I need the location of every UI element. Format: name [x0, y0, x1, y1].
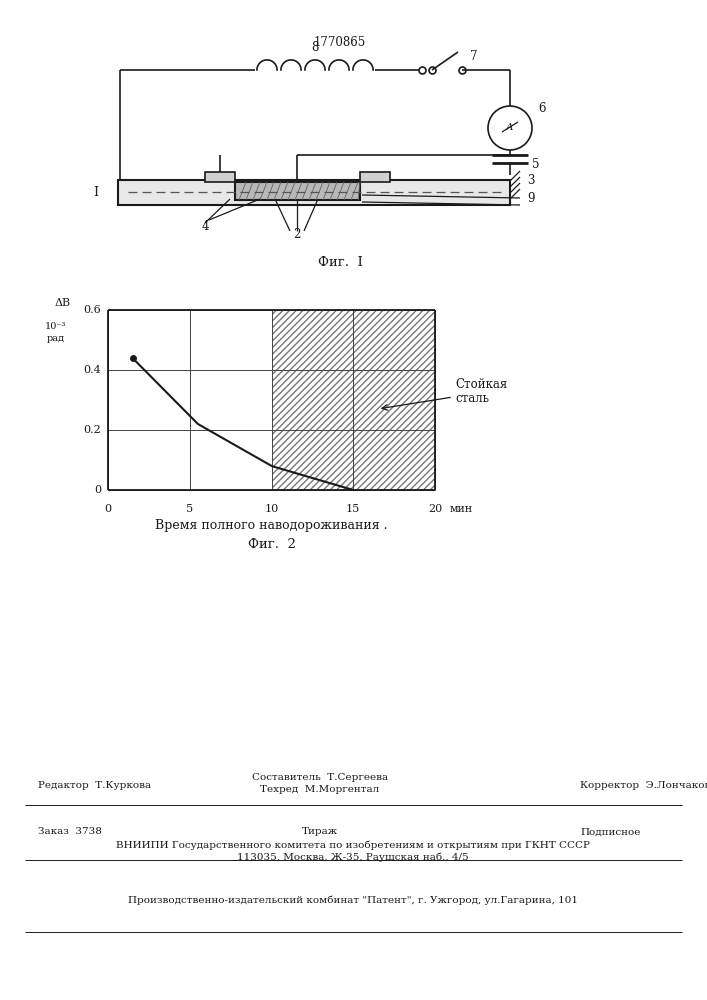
Text: Производственно-издательский комбинат "Патент", г. Ужгород, ул.Гагарина, 101: Производственно-издательский комбинат "П…: [128, 895, 578, 905]
Text: 0.2: 0.2: [83, 425, 101, 435]
Text: ΔВ: ΔВ: [55, 298, 71, 308]
Text: 8: 8: [311, 41, 319, 54]
Text: 5: 5: [532, 158, 539, 172]
Text: Техред  М.Моргентал: Техред М.Моргентал: [260, 786, 380, 794]
Text: 4: 4: [201, 221, 209, 233]
Text: 20: 20: [428, 504, 442, 514]
Text: 0.4: 0.4: [83, 365, 101, 375]
Text: 6: 6: [538, 102, 546, 114]
Text: Заказ  3738: Заказ 3738: [38, 828, 102, 836]
Bar: [360, 172, 390, 182]
Text: Корректор  Э.Лончакова: Корректор Э.Лончакова: [580, 780, 707, 790]
Text: 0: 0: [94, 485, 101, 495]
Text: 7: 7: [470, 49, 477, 62]
Text: Редактор  Т.Куркова: Редактор Т.Куркова: [38, 780, 151, 790]
Bar: [235, 182, 360, 200]
Text: мин: мин: [450, 504, 473, 514]
Text: Время полного наводороживания .: Время полного наводороживания .: [156, 520, 387, 532]
Bar: [354, 310, 435, 490]
Text: 10: 10: [264, 504, 279, 514]
Text: 3: 3: [527, 174, 534, 188]
Text: 9: 9: [527, 192, 534, 205]
Bar: [271, 310, 354, 490]
Bar: [118, 180, 510, 205]
Text: сталь: сталь: [455, 391, 489, 404]
Text: Составитель  Т.Сергеева: Составитель Т.Сергеева: [252, 772, 388, 782]
Text: 0.6: 0.6: [83, 305, 101, 315]
Text: 1770865: 1770865: [314, 35, 366, 48]
Text: Фиг.  2: Фиг. 2: [247, 538, 296, 550]
Text: ВНИИПИ Государственного комитета по изобретениям и открытиям при ГКНТ СССР: ВНИИПИ Государственного комитета по изоб…: [116, 840, 590, 850]
Text: 15: 15: [346, 504, 361, 514]
Text: рад: рад: [47, 334, 65, 343]
Bar: [205, 172, 235, 182]
Text: 113035, Москва, Ж-35, Раушская наб., 4/5: 113035, Москва, Ж-35, Раушская наб., 4/5: [237, 852, 469, 862]
Text: Стойкая: Стойкая: [455, 378, 507, 391]
Text: 5: 5: [186, 504, 193, 514]
Text: Подписное: Подписное: [580, 828, 641, 836]
Text: A: A: [506, 123, 514, 132]
Text: 2: 2: [293, 229, 300, 241]
Text: I: I: [93, 186, 98, 200]
Text: Тираж: Тираж: [302, 828, 338, 836]
Text: 10⁻³: 10⁻³: [45, 322, 66, 331]
Text: 0: 0: [105, 504, 112, 514]
Text: Фиг.  I: Фиг. I: [317, 256, 363, 269]
